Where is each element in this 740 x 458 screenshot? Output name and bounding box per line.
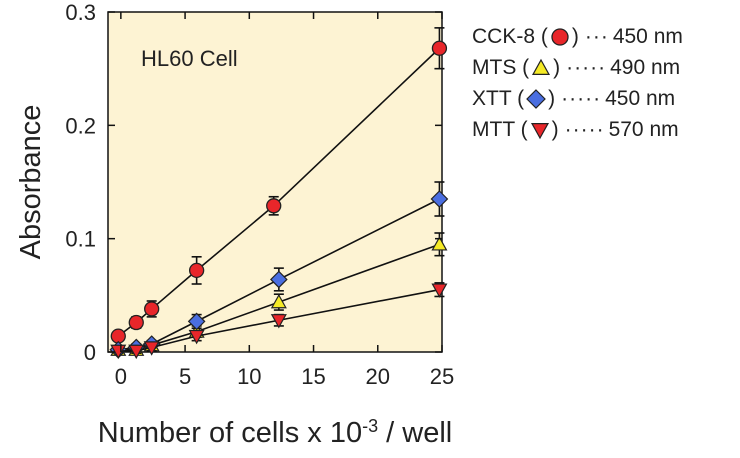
legend-marker-shape [532,58,551,75]
legend-label: MTS ( [472,56,530,79]
y-tick-label: 0.1 [65,227,96,252]
y-tick-label: 0.2 [65,113,96,138]
legend-label: CCK-8 ( [472,25,548,48]
y-axis-title: Absorbance [15,105,47,260]
chart-title: HL60 Cell [141,46,238,71]
legend-dots: ····· [566,56,607,79]
legend-close: ) [553,56,561,79]
legend-entry: XTT () ····· 450 nm [472,84,675,114]
y-tick-label: 0 [84,340,96,365]
legend-label: MTT ( [472,118,528,141]
legend-marker-circle-icon [549,26,571,48]
legend-label: XTT ( [472,87,525,110]
legend-marker-triangle-icon [530,57,552,79]
data-point [270,293,287,309]
x-tick-label: 0 [115,364,127,389]
legend-close: ) [551,118,559,141]
data-point [128,314,144,331]
x-tick-label: 20 [366,364,390,389]
legend-wavelength: 570 nm [608,118,679,141]
legend-wavelength: 450 nm [605,87,676,110]
legend-dots: ····· [561,87,602,110]
series-cck-8 [110,27,448,344]
plot-area [107,11,443,353]
x-tick-label: 10 [237,364,261,389]
data-point [188,329,205,345]
legend-dots: ··· [584,25,609,48]
data-point [270,270,288,289]
x-tick-label: 25 [430,364,454,389]
legend-close: ) [571,25,579,48]
legend-dots: ····· [564,118,605,141]
data-point [270,314,287,329]
x-tick-label: 15 [301,364,325,389]
legend-marker-shape [526,89,546,109]
legend-marker-shape [551,28,569,46]
x-axis-title: Number of cells x 10-3 / well [98,416,452,449]
data-point [144,301,160,317]
legend-marker-shape [530,122,549,140]
data-point [188,262,205,279]
y-tick-label: 0.3 [65,0,96,25]
data-point [143,341,160,356]
legend-entry: MTT () ····· 570 nm [472,115,679,145]
legend-wavelength: 450 nm [612,25,683,48]
data-point [430,190,449,208]
legend-close: ) [548,87,556,110]
data-point [128,344,145,360]
x-tick-label: 5 [179,364,191,389]
data-point [187,312,206,331]
x-axis-title-suffix: / well [378,417,452,449]
legend-entry: CCK-8 () ··· 450 nm [472,22,683,52]
legend-wavelength: 490 nm [610,56,681,79]
legend-entry: MTS () ····· 490 nm [472,53,680,83]
legend-marker-triangle-down-icon [529,119,551,141]
data-point [431,40,448,56]
series-mtt [110,282,448,360]
x-axis-title-main: Number of cells x 10 [98,417,362,449]
x-axis-title-exponent: -3 [362,416,378,436]
data-point [431,283,448,298]
data-point [431,236,448,251]
legend-marker-diamond-icon [525,88,547,110]
data-point [266,198,282,214]
